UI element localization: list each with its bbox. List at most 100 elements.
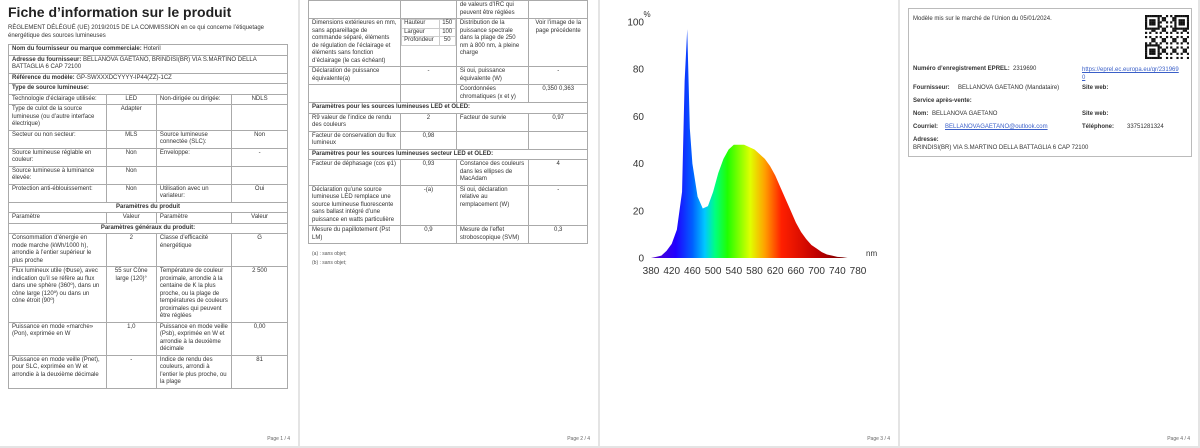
qr-module: [1153, 48, 1156, 51]
qr-module: [1174, 15, 1177, 18]
qr-module: [1163, 50, 1167, 53]
footer: Page 2 / 4: [567, 436, 590, 442]
qr-module: [1170, 42, 1173, 45]
table-cell: Consommation d’énergie en mode marche (k…: [8, 233, 107, 267]
qr-module: [1170, 46, 1173, 49]
qr-module: [1186, 52, 1189, 55]
note: (b) : sans objet;: [312, 260, 347, 266]
qr-module: [1176, 52, 1179, 55]
table-cell: Constance des couleurs dans les ellipses…: [455, 159, 530, 186]
qr-module: [1186, 42, 1189, 45]
table-cell: Valeur: [231, 212, 288, 224]
qr-module: [1149, 44, 1152, 47]
eprel-box: [908, 8, 1192, 157]
value: 33751281324: [1127, 124, 1164, 130]
table-cell: Dimensions extérieures en mm, sans appar…: [307, 18, 402, 67]
field-label: Adresse du fournisseur:: [12, 56, 82, 63]
qr-module: [1186, 56, 1189, 59]
qr-module: [1159, 42, 1162, 45]
x-tick-label: 780: [850, 266, 867, 277]
table-cell: Non: [231, 129, 288, 149]
qr-module: [1149, 23, 1152, 26]
table-row: Secteur ou non secteur: MLS Source lumineu…: [8, 129, 288, 149]
qr-module: [1174, 40, 1177, 43]
qr-module: [1147, 44, 1150, 47]
qr-module: [1172, 40, 1175, 43]
qr-module: [1161, 17, 1164, 20]
qr-module: [1145, 44, 1148, 47]
qr-module: [1163, 27, 1167, 30]
qr-module: [1186, 21, 1189, 24]
table-row: Source lumineuse réglable en couleur: Non…: [8, 147, 288, 167]
qr-module: [1153, 40, 1156, 43]
qr-module: [1145, 50, 1148, 53]
table-cell: Voir l’image de la page précédente: [528, 18, 588, 67]
field-value: Hoteril: [143, 46, 161, 52]
qr-module: [1153, 19, 1156, 22]
dims-label: Largeur: [401, 27, 440, 37]
table-cell: 2: [400, 112, 457, 132]
qr-module: [1165, 42, 1169, 45]
dims-label: Profondeur: [401, 36, 440, 46]
table-cell: Puissance en mode veille (Pnet), pour SL…: [8, 354, 107, 389]
qr-module: [1145, 35, 1148, 39]
table-cell: 0,350 0,363: [528, 84, 588, 103]
table-cell: 0,93: [400, 159, 457, 186]
qr-module: [1163, 29, 1167, 32]
qr-module: [1147, 56, 1150, 59]
qr-module: [1165, 31, 1169, 34]
y-tick-label: 40: [633, 159, 645, 170]
qr-module: [1170, 35, 1173, 39]
qr-module: [1163, 19, 1167, 22]
notes: (a) : sans objet; (b) : sans objet;: [312, 250, 346, 268]
qr-module: [1182, 29, 1185, 32]
qr-module: [1165, 56, 1169, 59]
table-cell: Paramètre: [155, 212, 233, 224]
table-cell: [528, 130, 588, 150]
label: Nom:: [913, 111, 929, 117]
qr-module: [1165, 35, 1169, 39]
table-cell: Hauteur 150 Largeur 100 Profondeur 50: [400, 18, 457, 67]
qr-module: [1159, 15, 1162, 18]
qr-module: [1180, 56, 1183, 59]
x-tick-label: 500: [705, 266, 722, 277]
qr-module: [1161, 29, 1164, 32]
qr-module: [1182, 40, 1185, 43]
value: 2319690: [1013, 66, 1037, 72]
qr-module: [1153, 56, 1156, 59]
dims-value: 50: [438, 36, 456, 46]
qr-module: [1147, 27, 1150, 30]
qr-module: [1159, 56, 1162, 59]
footer: Page 3 / 4: [867, 436, 890, 442]
qr-module: [1161, 40, 1164, 43]
qr-module: [1182, 27, 1185, 30]
table-cell: Mesure du papillotement (Pst LM): [307, 225, 402, 244]
qr-module: [1174, 19, 1177, 22]
email-link[interactable]: BELLANOVAGAETANO@outlook.com: [945, 124, 1048, 130]
qr-module: [1149, 19, 1152, 22]
table-row: Déclaration de puissance équivalente(a) -…: [307, 66, 588, 85]
table-cell: [307, 84, 402, 103]
table-row: Dimensions extérieures en mm, sans appar…: [307, 18, 588, 67]
table-cell: 1,0: [105, 321, 157, 356]
qr-module: [1157, 56, 1160, 59]
label: Courriel:: [913, 124, 939, 130]
table-row: Consommation d’énergie en mode marche (k…: [8, 233, 288, 267]
qr-module: [1145, 25, 1148, 28]
qr-module: [1157, 19, 1160, 22]
eprel-link[interactable]: https://eprel.ec.europa.eu/qr/2319690: [1082, 67, 1179, 81]
qr-module: [1170, 31, 1173, 34]
value: BELLANOVA GAETANO: [932, 111, 998, 117]
qr-module: [1159, 21, 1162, 24]
qr-module: [1176, 46, 1179, 49]
table-row: Mesure du papillotement (Pst LM) 0,9 Mesur…: [307, 225, 588, 244]
table-row: R9 valeur de l’indice de rendu des coule…: [307, 112, 588, 132]
qr-module: [1178, 15, 1181, 18]
label: Numéro d’enregistrement EPREL:: [913, 66, 1010, 72]
qr-module: [1151, 48, 1154, 51]
table-cell: Facteur de conservation du flux lumineux: [307, 130, 402, 150]
dims-table: Hauteur 150 Largeur 100 Profondeur 50: [401, 19, 456, 46]
table-row: Nom du fournisseur ou marque commerciale…: [8, 44, 288, 56]
qr-module: [1161, 48, 1164, 51]
